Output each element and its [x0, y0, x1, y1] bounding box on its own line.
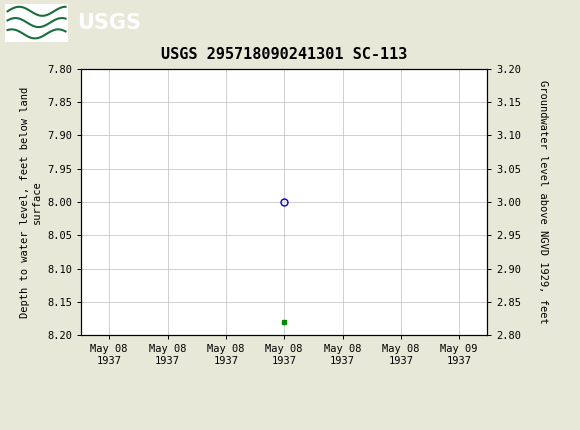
Y-axis label: Depth to water level, feet below land
surface: Depth to water level, feet below land su…	[20, 86, 42, 318]
Y-axis label: Groundwater level above NGVD 1929, feet: Groundwater level above NGVD 1929, feet	[538, 80, 548, 324]
Bar	[5, 3, 68, 42]
Text: USGS: USGS	[77, 12, 141, 33]
Text: USGS 295718090241301 SC-113: USGS 295718090241301 SC-113	[161, 47, 407, 62]
